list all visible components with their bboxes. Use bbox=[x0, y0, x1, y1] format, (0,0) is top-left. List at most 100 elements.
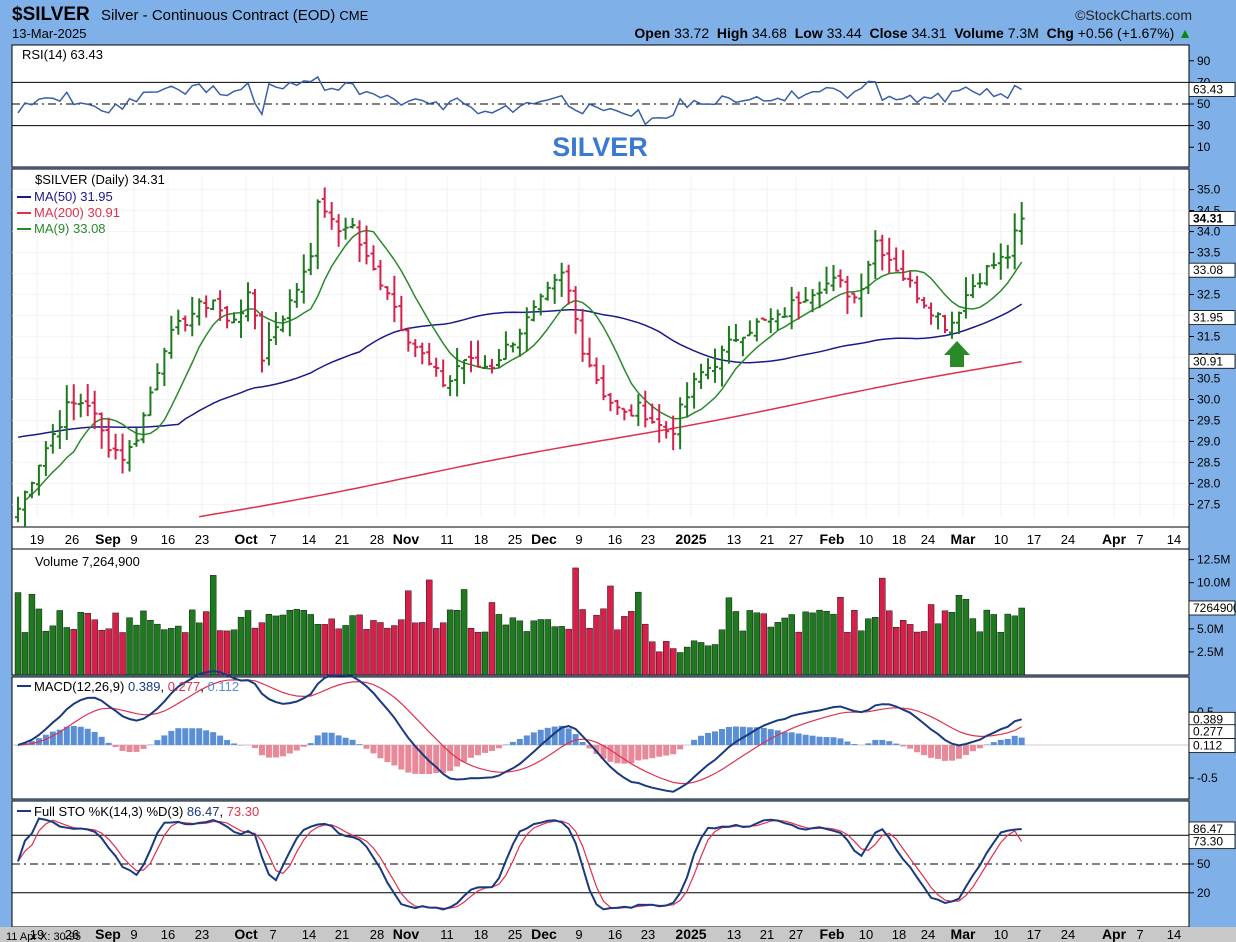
volume-bar bbox=[209, 575, 217, 676]
x-axis-label-bottom: 28 bbox=[370, 927, 384, 942]
price-bar bbox=[935, 312, 942, 330]
price-bar bbox=[258, 311, 265, 373]
close-label: Close bbox=[869, 25, 908, 41]
volume-bar bbox=[607, 585, 614, 676]
volume-bar bbox=[98, 630, 105, 676]
price-bar bbox=[412, 339, 419, 358]
macd-histogram-bar bbox=[962, 745, 969, 756]
macd-histogram-bar bbox=[586, 745, 593, 749]
ma50-legend: MA(50) 31.95 bbox=[34, 189, 113, 204]
macd-histogram-bar bbox=[823, 737, 830, 745]
volume-bar bbox=[175, 625, 182, 676]
x-axis-label-bottom: 24 bbox=[1061, 927, 1075, 942]
volume-bar bbox=[446, 609, 454, 676]
volume-bar bbox=[119, 632, 126, 676]
macd-histogram-bar bbox=[795, 733, 802, 745]
price-bar bbox=[154, 363, 161, 391]
x-axis-label: 21 bbox=[760, 532, 774, 547]
volume-bar bbox=[544, 619, 551, 676]
x-axis-label-bottom: 17 bbox=[1027, 927, 1041, 942]
macd-histogram-bar bbox=[203, 730, 210, 745]
macd-histogram-bar bbox=[718, 729, 725, 745]
volume-bar bbox=[279, 614, 287, 676]
macd-histogram-bar bbox=[175, 728, 182, 745]
sto-d-value-tag: 73.30 bbox=[1188, 834, 1236, 850]
price-bar bbox=[63, 385, 70, 440]
volume-bar bbox=[161, 629, 168, 676]
volume-bar bbox=[77, 612, 84, 676]
x-axis-label-bottom: 10 bbox=[994, 927, 1008, 942]
up-arrow-annotation-icon bbox=[944, 341, 970, 367]
price-bar bbox=[802, 287, 809, 303]
volume-bar bbox=[112, 612, 119, 676]
macd-histogram-bar bbox=[426, 745, 433, 774]
price-bar bbox=[746, 320, 753, 337]
price-bar bbox=[753, 318, 760, 342]
x-axis-label: 26 bbox=[65, 532, 79, 547]
volume-bar bbox=[202, 611, 210, 676]
price-bar bbox=[495, 348, 502, 368]
price-bar bbox=[990, 252, 997, 270]
volume-bar bbox=[460, 589, 468, 676]
price-bar bbox=[42, 441, 49, 477]
macd-histogram-bar bbox=[119, 745, 126, 751]
price-bar bbox=[328, 202, 335, 230]
macd-histogram-bar bbox=[412, 745, 419, 774]
volume-bar bbox=[976, 631, 984, 676]
price-tick-label: 33.5 bbox=[1197, 246, 1221, 260]
macd-histogram-bar bbox=[698, 735, 705, 745]
x-axis-label-bottom: 16 bbox=[608, 927, 622, 942]
price-bar bbox=[140, 412, 147, 444]
x-axis-label: Apr bbox=[1102, 531, 1127, 547]
volume-bar bbox=[767, 626, 774, 676]
price-bar bbox=[454, 347, 461, 397]
price-bar bbox=[523, 307, 530, 352]
macd-histogram-bar bbox=[990, 742, 997, 745]
volume-bar bbox=[809, 612, 816, 676]
x-axis-label: 11 bbox=[440, 532, 454, 547]
rsi-tick-label: 10 bbox=[1197, 140, 1211, 154]
price-bar bbox=[997, 243, 1004, 280]
price-bar bbox=[928, 302, 935, 325]
macd-histogram-bar bbox=[774, 730, 781, 745]
volume-bar bbox=[272, 615, 280, 676]
price-bar bbox=[865, 260, 872, 295]
price-bar bbox=[656, 404, 663, 443]
macd-histogram-bar bbox=[607, 745, 614, 762]
high-value: 34.68 bbox=[751, 25, 787, 41]
volume-bar bbox=[300, 610, 307, 676]
macd-histogram-bar bbox=[802, 734, 809, 745]
x-axis-label: 17 bbox=[1027, 532, 1041, 547]
macd-value-tag: 0.389 bbox=[1188, 711, 1236, 727]
price-bar bbox=[210, 299, 217, 311]
volume-bar bbox=[251, 627, 259, 676]
up-arrow-icon: ▲ bbox=[1178, 25, 1192, 41]
sto-d-line bbox=[17, 819, 1023, 910]
sto-legend: Full STO %K(14,3) %D(3) 86.47, 73.30 bbox=[34, 804, 259, 819]
volume-bar bbox=[377, 622, 384, 676]
price-bar bbox=[691, 372, 698, 409]
price-bar bbox=[28, 481, 35, 499]
chg-label: Chg bbox=[1046, 25, 1074, 41]
bottom-note: 11 Apr X: 30.95 bbox=[6, 931, 81, 942]
price-bar bbox=[15, 496, 21, 523]
price-bar bbox=[837, 269, 844, 288]
macd-histogram-bar bbox=[461, 745, 468, 762]
price-bar bbox=[391, 275, 398, 323]
price-bar bbox=[133, 428, 140, 447]
price-bar bbox=[907, 270, 914, 288]
price-bar bbox=[509, 342, 516, 353]
volume-bar bbox=[189, 609, 196, 676]
sto-k-value-tag: 86.47 bbox=[1188, 821, 1236, 837]
rsi-tick-label: 50 bbox=[1197, 97, 1211, 111]
price-bar bbox=[245, 282, 252, 322]
svg-text:33.08: 33.08 bbox=[1193, 263, 1223, 277]
brand-label[interactable]: ©StockCharts.com bbox=[1075, 7, 1192, 23]
macd-histogram-bar bbox=[788, 732, 795, 745]
price-bar bbox=[900, 250, 907, 281]
sto-chart bbox=[12, 817, 1189, 911]
macd-histogram-bar bbox=[969, 745, 976, 752]
macd-histogram-bar bbox=[739, 726, 746, 745]
macd-histogram-bar bbox=[725, 726, 732, 745]
